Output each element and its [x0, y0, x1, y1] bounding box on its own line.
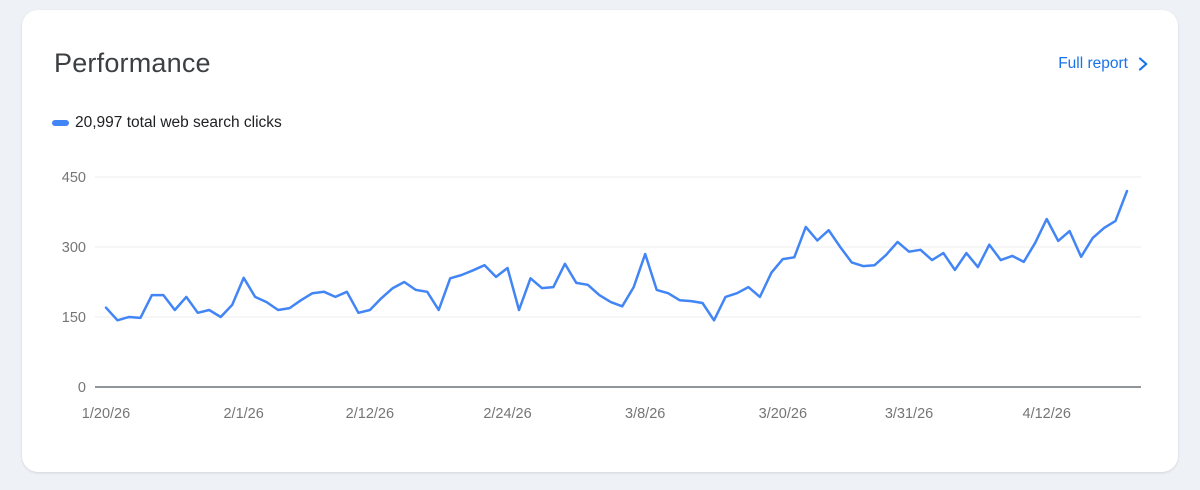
- performance-card: Performance Full report 20,997 total web…: [22, 10, 1178, 472]
- x-tick-label: 4/12/26: [1023, 406, 1071, 422]
- full-report-label: Full report: [1058, 54, 1128, 72]
- chevron-right-icon: [1138, 56, 1148, 71]
- legend: 20,997 total web search clicks: [52, 112, 282, 134]
- x-tick-label: 3/31/26: [885, 406, 933, 422]
- y-tick-label: 0: [78, 380, 86, 396]
- x-tick-label: 2/12/26: [346, 406, 394, 422]
- x-tick-label: 3/8/26: [625, 406, 665, 422]
- clicks-chart[interactable]: 450 300 150 0 1/20/26 2/1/26 2/12/26 2/24/26 3/8…: [22, 160, 1178, 460]
- y-tick-label: 450: [62, 170, 86, 186]
- y-tick-label: 150: [62, 310, 86, 326]
- clicks-line: [104, 189, 1129, 322]
- x-tick-label: 2/1/26: [223, 406, 263, 422]
- page-title: Performance: [54, 48, 211, 78]
- x-tick-label: 3/20/26: [759, 406, 807, 422]
- y-tick-label: 300: [62, 240, 86, 256]
- card-header: Performance Full report: [54, 48, 1148, 79]
- legend-label: 20,997 total web search clicks: [75, 114, 282, 131]
- legend-dash-icon: [52, 120, 69, 126]
- full-report-link[interactable]: Full report: [1058, 55, 1148, 73]
- x-tick-label: 1/20/26: [82, 406, 130, 422]
- x-tick-label: 2/24/26: [483, 406, 531, 422]
